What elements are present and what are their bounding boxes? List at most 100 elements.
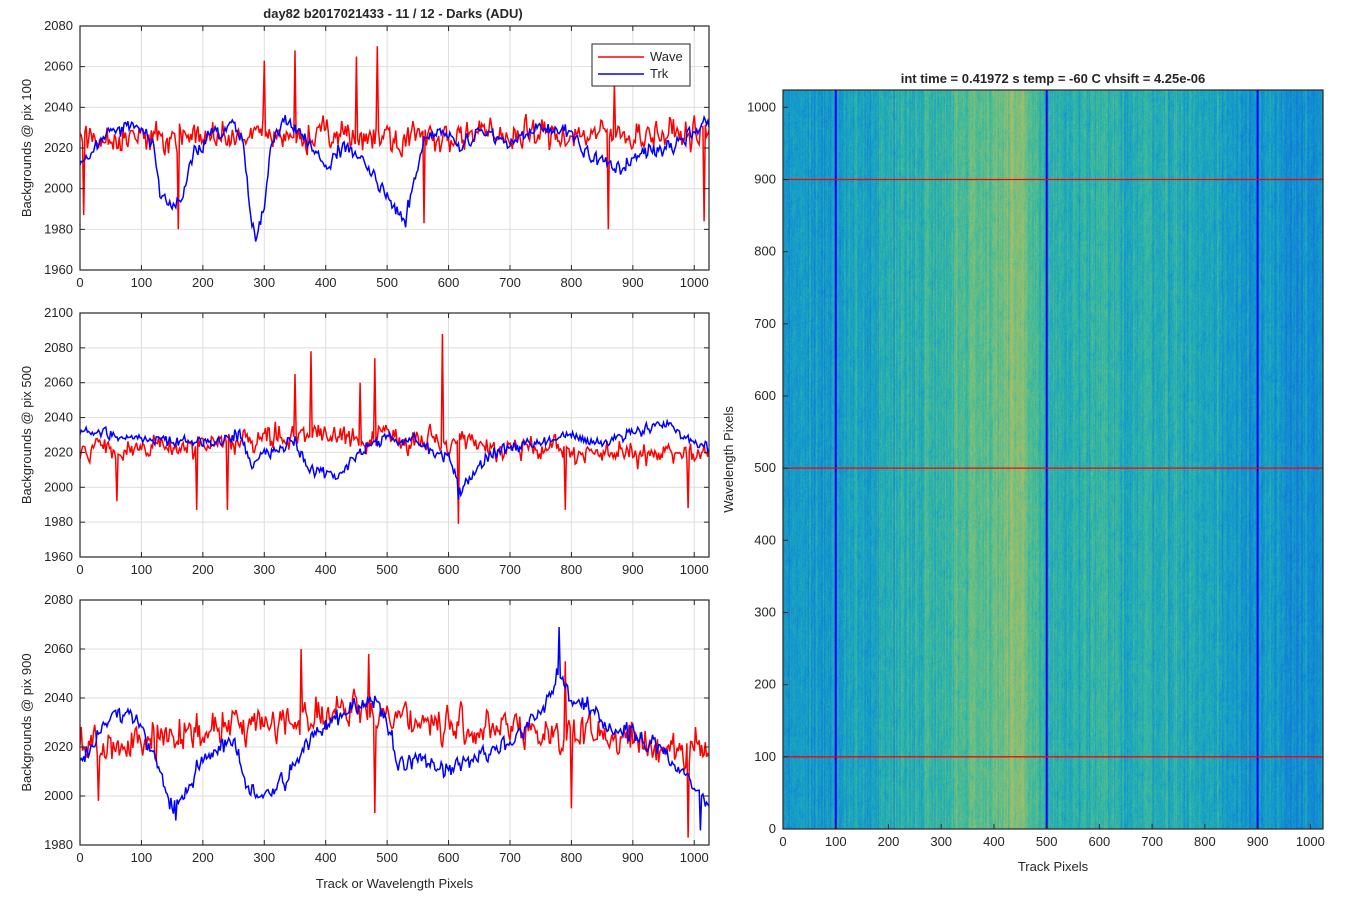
x-tick-label: 200	[878, 834, 900, 849]
x-tick-label: 300	[253, 275, 275, 290]
y-tick-label: 2020	[44, 444, 73, 459]
x-tick-label: 300	[930, 834, 952, 849]
x-axis-label: Track or Wavelength Pixels	[316, 876, 474, 891]
x-axis-label: Track Pixels	[1018, 859, 1089, 874]
x-tick-label: 0	[76, 275, 83, 290]
x-tick-label: 400	[983, 834, 1005, 849]
y-axis-label: Backgrounds @ pix 900	[19, 653, 34, 791]
y-tick-label: 300	[754, 604, 776, 619]
x-tick-label: 1000	[680, 850, 709, 865]
x-tick-label: 0	[76, 850, 83, 865]
line-panel-1: 0 100 200 300 400 500 600 700 800 900 1000 1960 1980…	[19, 18, 710, 290]
x-tick-label: 800	[561, 275, 583, 290]
figure-title: day82 b2017021433 - 11 / 12 - Darks (ADU…	[263, 6, 522, 21]
x-tick-label: 100	[131, 562, 153, 577]
x-tick-label: 200	[192, 562, 214, 577]
y-tick-label: 1960	[44, 262, 73, 277]
x-tick-label: 600	[438, 850, 460, 865]
x-tick-label: 900	[622, 562, 644, 577]
y-tick-label: 800	[754, 244, 776, 259]
y-tick-label: 2100	[44, 305, 73, 320]
x-tick-label: 200	[192, 275, 214, 290]
x-tick-label: 500	[376, 562, 398, 577]
y-tick-label: 1980	[44, 221, 73, 236]
y-tick-label: 0	[769, 821, 776, 836]
legend-label-trk: Trk	[650, 66, 669, 81]
x-tick-label: 700	[1141, 834, 1163, 849]
y-tick-label: 600	[754, 388, 776, 403]
heatmap-panel: 0 100 200 300 400 500 600 700 800 900 1000 0 100 200 3…	[721, 71, 1325, 874]
y-tick-label: 2040	[44, 99, 73, 114]
y-tick-label: 2040	[44, 410, 73, 425]
axes-box	[79, 599, 710, 846]
y-tick-label: 500	[754, 460, 776, 475]
line-panel-2: 0 100 200 300 400 500 600 700 800 900 1000 1960 1980…	[19, 305, 710, 577]
x-tick-label: 600	[438, 562, 460, 577]
x-tick-label: 300	[253, 850, 275, 865]
legend-box	[591, 43, 691, 87]
y-tick-label: 400	[754, 532, 776, 547]
axes-box	[782, 89, 1324, 830]
heatmap-image	[783, 90, 1323, 829]
x-tick-label: 800	[1194, 834, 1216, 849]
series-line-trk	[80, 626, 709, 831]
y-tick-label: 2020	[44, 140, 73, 155]
series-line-wave	[80, 648, 709, 838]
y-axis-label: Backgrounds @ pix 500	[19, 366, 34, 504]
x-tick-label: 700	[499, 850, 521, 865]
x-tick-label: 600	[438, 275, 460, 290]
y-axis-label: Backgrounds @ pix 100	[19, 79, 34, 217]
x-tick-label: 100	[825, 834, 847, 849]
x-tick-label: 900	[1247, 834, 1269, 849]
x-tick-label: 0	[76, 562, 83, 577]
x-tick-label: 1000	[680, 562, 709, 577]
y-tick-label: 2020	[44, 739, 73, 754]
axes-box	[79, 312, 710, 558]
series-line-trk	[80, 418, 709, 500]
y-tick-label: 2060	[44, 641, 73, 656]
y-tick-label: 1000	[747, 99, 776, 114]
x-tick-label: 800	[561, 850, 583, 865]
series-line-trk	[80, 114, 709, 242]
y-tick-label: 900	[754, 171, 776, 186]
x-tick-label: 100	[131, 850, 153, 865]
y-tick-label: 200	[754, 677, 776, 692]
x-tick-label: 400	[315, 562, 337, 577]
x-tick-label: 500	[376, 850, 398, 865]
x-tick-label: 600	[1089, 834, 1111, 849]
y-tick-label: 2000	[44, 181, 73, 196]
y-tick-label: 2040	[44, 690, 73, 705]
y-tick-label: 2000	[44, 788, 73, 803]
y-tick-label: 2060	[44, 375, 73, 390]
x-tick-label: 100	[131, 275, 153, 290]
legend-label-wave: Wave	[650, 49, 683, 64]
x-tick-label: 900	[622, 850, 644, 865]
y-tick-label: 2080	[44, 18, 73, 33]
x-tick-label: 700	[499, 275, 521, 290]
x-tick-label: 1000	[1296, 834, 1325, 849]
x-tick-label: 800	[561, 562, 583, 577]
y-tick-label: 1960	[44, 549, 73, 564]
y-tick-label: 700	[754, 316, 776, 331]
heatmap-title: int time = 0.41972 s temp = -60 C vhsift…	[901, 71, 1206, 86]
x-tick-label: 200	[192, 850, 214, 865]
x-tick-label: 700	[499, 562, 521, 577]
x-tick-label: 0	[779, 834, 786, 849]
y-tick-label: 2080	[44, 592, 73, 607]
series-line-wave	[80, 333, 709, 524]
line-panel-3: 0 100 200 300 400 500 600 700 800 900 1000 1980 2000…	[19, 592, 710, 891]
x-tick-label: 500	[376, 275, 398, 290]
x-tick-label: 500	[1036, 834, 1058, 849]
x-tick-label: 400	[315, 850, 337, 865]
x-tick-label: 400	[315, 275, 337, 290]
y-tick-label: 2060	[44, 59, 73, 74]
series-line-wave	[80, 46, 709, 230]
x-tick-label: 900	[622, 275, 644, 290]
y-tick-label: 100	[754, 749, 776, 764]
y-axis-label: Wavelength Pixels	[721, 406, 736, 513]
x-tick-label: 1000	[680, 275, 709, 290]
y-tick-label: 2000	[44, 479, 73, 494]
x-tick-label: 300	[253, 562, 275, 577]
y-tick-label: 2080	[44, 340, 73, 355]
